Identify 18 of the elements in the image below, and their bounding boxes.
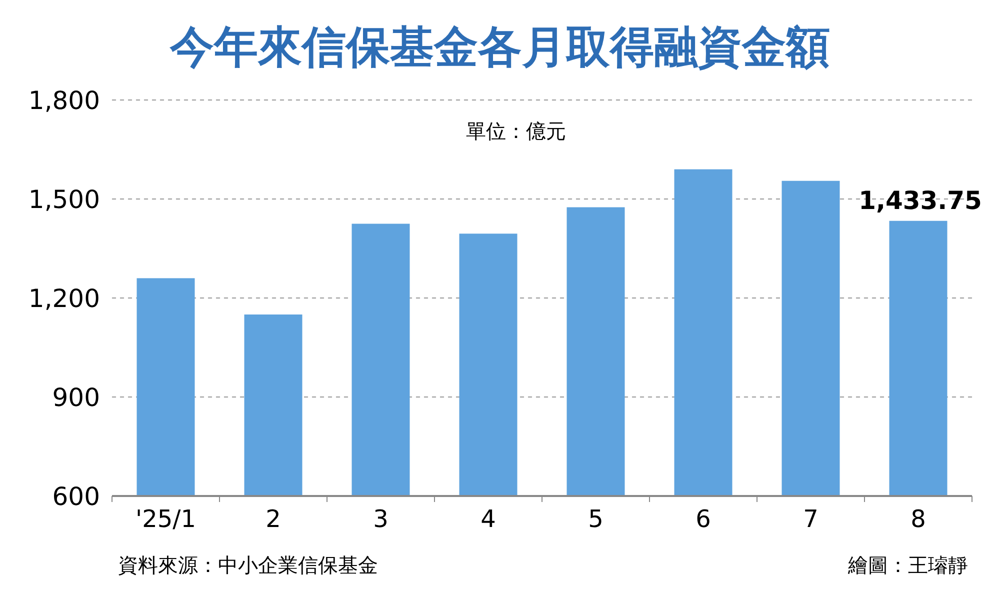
text: 繪圖：王璿靜	[847, 553, 968, 577]
x-tick-label: 8	[910, 505, 926, 533]
x-tick-label: 3	[373, 505, 388, 533]
x-tick-label: 2	[266, 505, 281, 533]
y-tick-label: 600	[52, 482, 100, 511]
y-tick-label: 900	[52, 383, 100, 412]
x-tick-label: 4	[480, 505, 496, 533]
source-note: 資料來源：中小企業信保基金	[118, 553, 378, 577]
data-label: 1,433.75	[858, 186, 982, 215]
x-tick-label: '25/1	[136, 505, 196, 533]
x-tick-label: 7	[803, 505, 818, 533]
annotation: 單位：億元	[466, 119, 566, 143]
x-tick-label: 5	[588, 505, 604, 533]
chart-title: 今年來信保基金各月取得融資金額	[169, 22, 830, 73]
x-tick-label: 6	[696, 505, 711, 533]
y-tick-label: 1,200	[28, 284, 100, 313]
y-tick-label: 1,500	[28, 185, 100, 214]
y-tick-label: 1,800	[28, 86, 100, 115]
